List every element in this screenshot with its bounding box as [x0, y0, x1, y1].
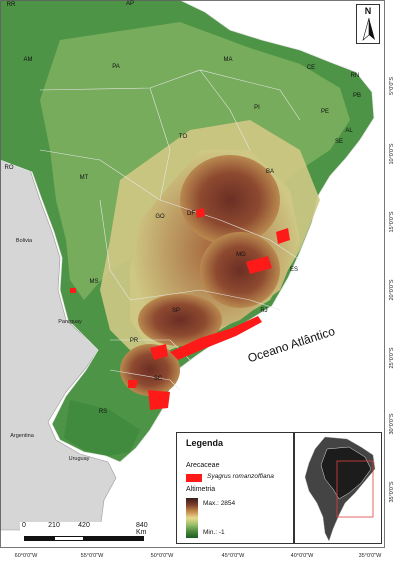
occurrence-coast-sp: [170, 316, 262, 360]
occurrence-santa-catarina: [148, 390, 170, 410]
north-arrow-icon: [362, 18, 375, 41]
map-border: [0, 0, 385, 548]
scale-tick-3: 840 Km: [136, 522, 148, 536]
legend-title: Legenda: [186, 438, 224, 448]
occurrence-minas-east: [276, 228, 290, 244]
occurrence-df: [196, 208, 205, 218]
scale-tick-2: 420: [78, 522, 90, 529]
scale-segment-2: [54, 536, 84, 541]
southern-lowland: [64, 400, 140, 456]
north-arrow: N: [356, 4, 380, 44]
legend-altimetry-label: Altimetria: [186, 486, 216, 493]
scale-tick-1: 210: [48, 522, 60, 529]
highland-minas: [200, 232, 280, 308]
legend-family-label: Arecaceae: [186, 462, 220, 469]
highland-sao-paulo: [138, 294, 222, 346]
legend-species-swatch: [186, 474, 202, 482]
south-america-inset: [304, 436, 376, 542]
inset-extent-box: [336, 460, 374, 518]
state-boundaries: [39, 69, 301, 391]
legend-min-label: Min.: -1: [203, 529, 225, 536]
legend-species-label: Syagrus romanzoffiana: [207, 473, 274, 480]
north-letter: N: [364, 6, 372, 16]
scale-segment-1: [24, 536, 54, 541]
scale-bar: 0 210 420 840 Km: [20, 522, 160, 544]
scale-tick-0: 0: [22, 522, 26, 529]
inset-locator-map: [294, 432, 382, 544]
legend: Legenda Arecaceae Syagrus romanzoffiana …: [176, 432, 294, 544]
occurrence-southern-rs: [128, 380, 138, 388]
neighbor-countries: [0, 159, 117, 531]
occurrence-ms: [70, 288, 76, 293]
brazil-highlight: [320, 446, 372, 500]
highland-central: [180, 155, 280, 245]
scale-segment-3: [84, 536, 144, 541]
species-occurrence: [70, 208, 290, 410]
occurrence-parana: [150, 344, 168, 360]
legend-elevation-ramp: [186, 498, 198, 538]
occurrence-minas: [246, 256, 272, 274]
legend-max-label: Max.: 2854: [203, 500, 236, 507]
